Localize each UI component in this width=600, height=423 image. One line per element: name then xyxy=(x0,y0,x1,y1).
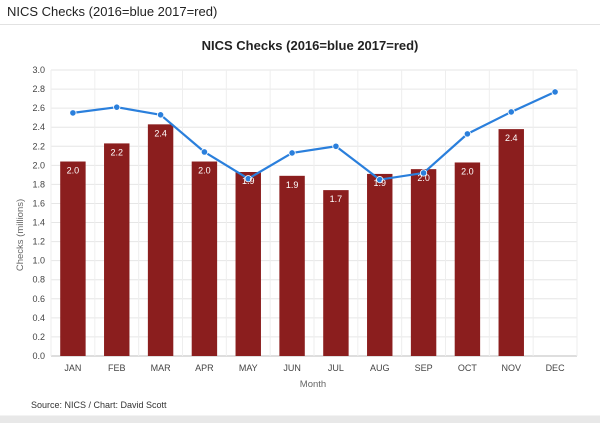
line-point xyxy=(200,148,209,156)
x-tick-label: FEB xyxy=(108,363,126,373)
bar xyxy=(367,173,393,356)
x-tick-label: MAY xyxy=(239,363,258,373)
x-tick-label: OCT xyxy=(458,363,478,373)
line-point xyxy=(507,108,515,116)
x-tick-label: APR xyxy=(195,363,214,373)
bottom-strip xyxy=(0,416,600,423)
bar xyxy=(104,143,130,356)
x-tick-label: NOV xyxy=(501,363,521,373)
line-point xyxy=(113,103,121,111)
bar xyxy=(279,175,305,356)
bar xyxy=(454,162,481,356)
x-tick-label: SEP xyxy=(415,363,433,373)
y-tick-label: 3.0 xyxy=(32,65,45,75)
bar xyxy=(60,161,86,356)
line-point xyxy=(551,88,559,96)
line-point xyxy=(244,175,252,183)
bar-data-label: 2.2 xyxy=(110,147,123,157)
x-tick-label: AUG xyxy=(370,363,390,373)
line-point xyxy=(156,111,165,119)
y-tick-label: 2.4 xyxy=(32,122,45,132)
y-axis-title: Checks (millions) xyxy=(15,199,26,271)
y-tick-label: 2.0 xyxy=(32,160,45,170)
bar-data-label: 1.7 xyxy=(330,194,343,204)
x-tick-label: JUL xyxy=(328,363,344,373)
bar xyxy=(147,124,174,356)
x-tick-label: JUN xyxy=(283,363,301,373)
nics-chart: 0.0 0.2 0.4 0.6 0.8 1.0 1.2 1.4 1.6 1.8 2.0 2.2 2.4 2… xyxy=(15,38,578,410)
bar xyxy=(498,129,524,356)
y-tick-label: 1.8 xyxy=(32,179,45,189)
bar-data-label: 2.4 xyxy=(154,128,167,138)
line-point xyxy=(288,149,296,157)
y-tick-label: 1.4 xyxy=(32,218,45,228)
line-point xyxy=(463,130,472,138)
line-point xyxy=(332,142,340,150)
bar xyxy=(410,169,437,356)
y-tick-label: 2.6 xyxy=(32,103,45,113)
bar xyxy=(191,161,218,356)
bar-data-label: 1.9 xyxy=(373,178,386,188)
bar-data-label: 1.9 xyxy=(242,176,255,186)
bar xyxy=(323,190,349,356)
y-tick-label: 2.8 xyxy=(32,84,45,94)
bar-data-label: 1.9 xyxy=(286,180,299,190)
x-tick-label: MAR xyxy=(151,363,172,373)
y-tick-label: 0.2 xyxy=(32,332,45,342)
page-header-title: NICS Checks (2016=blue 2017=red) xyxy=(7,4,218,19)
line-series-2016 xyxy=(72,90,556,181)
y-tick-label: 1.0 xyxy=(32,256,45,266)
bar xyxy=(235,172,261,356)
line-point xyxy=(376,176,384,184)
y-tick-label: 0.8 xyxy=(32,275,45,285)
bar-data-label: 2.0 xyxy=(417,173,430,183)
grid-layer xyxy=(50,69,578,357)
bar-data-label: 2.0 xyxy=(67,166,80,176)
y-tick-label: 0.0 xyxy=(32,351,45,361)
y-tick-label: 1.2 xyxy=(32,237,45,247)
bar-data-label: 2.0 xyxy=(198,166,211,176)
y-tick-label: 0.6 xyxy=(32,294,45,304)
y-tick-label: 0.4 xyxy=(32,313,45,323)
y-tick-label: 1.6 xyxy=(32,198,45,208)
line-layer xyxy=(69,88,559,184)
x-axis-title: Month xyxy=(300,379,326,390)
source-note: Source: NICS / Chart: David Scott xyxy=(31,400,167,410)
bar-layer xyxy=(60,124,524,356)
page-header: NICS Checks (2016=blue 2017=red) xyxy=(0,0,600,25)
x-tick-label: JAN xyxy=(64,363,81,373)
bar-data-label: 2.0 xyxy=(461,166,474,176)
text-layer: 0.0 0.2 0.4 0.6 0.8 1.0 1.2 1.4 1.6 1.8 2.0 2.2 2.4 2… xyxy=(32,65,565,373)
y-tick-label: 2.2 xyxy=(32,141,45,151)
x-tick-label: DEC xyxy=(546,363,566,373)
line-point xyxy=(419,169,428,177)
bar-data-label: 2.4 xyxy=(505,133,518,143)
chart-title: NICS Checks (2016=blue 2017=red) xyxy=(202,38,419,53)
chart-card: 0.0 0.2 0.4 0.6 0.8 1.0 1.2 1.4 1.6 1.8 2.0 2.2 2.4 2… xyxy=(0,25,600,415)
line-point xyxy=(69,109,77,117)
